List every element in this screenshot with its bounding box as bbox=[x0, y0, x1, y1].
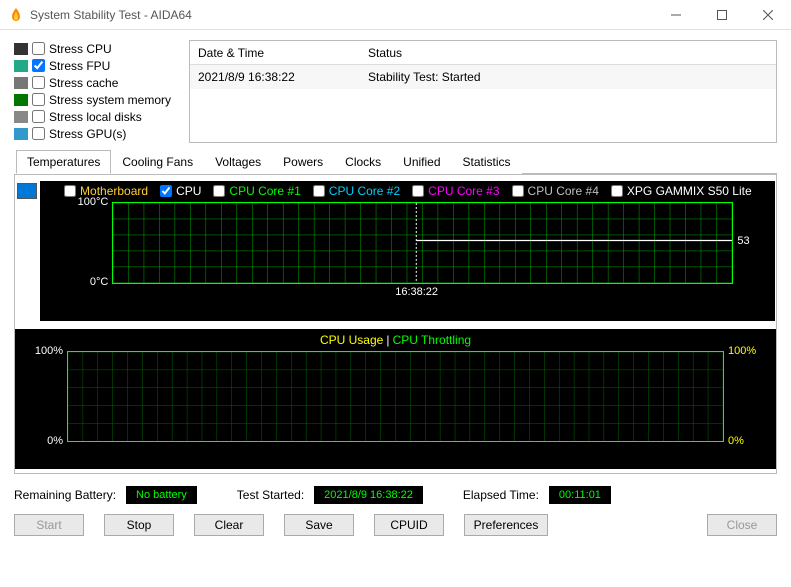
stress-row: Stress CPU bbox=[14, 40, 179, 57]
hw-icon bbox=[14, 60, 28, 72]
stress-label: Stress cache bbox=[49, 76, 118, 90]
usage-rlabel-top: 100% bbox=[728, 345, 756, 357]
cpuid-button[interactable]: CPUID bbox=[374, 514, 444, 536]
stress-checkbox[interactable] bbox=[32, 76, 45, 89]
close-button[interactable] bbox=[745, 0, 791, 30]
legend-checkbox[interactable] bbox=[611, 185, 623, 197]
legend-checkbox[interactable] bbox=[512, 185, 524, 197]
legend-checkbox[interactable] bbox=[213, 185, 225, 197]
tab-bar: TemperaturesCooling FansVoltagesPowersCl… bbox=[16, 149, 777, 174]
legend-label: XPG GAMMIX S50 Lite bbox=[627, 184, 752, 198]
event-log: Date & Time Status 2021/8/9 16:38:22 Sta… bbox=[189, 40, 777, 143]
stress-checkbox[interactable] bbox=[32, 59, 45, 72]
legend-item: XPG GAMMIX S50 Lite bbox=[611, 184, 752, 198]
log-header-datetime: Date & Time bbox=[190, 46, 360, 60]
stress-row: Stress FPU bbox=[14, 57, 179, 74]
battery-label: Remaining Battery: bbox=[14, 488, 116, 502]
tab-statistics[interactable]: Statistics bbox=[452, 150, 522, 174]
usage-rlabel-bottom: 0% bbox=[728, 435, 744, 447]
legend-label: CPU bbox=[176, 184, 201, 198]
stress-label: Stress local disks bbox=[49, 110, 142, 124]
tab-clocks[interactable]: Clocks bbox=[334, 150, 392, 174]
stress-checkbox[interactable] bbox=[32, 110, 45, 123]
maximize-button[interactable] bbox=[699, 0, 745, 30]
close-dialog-button[interactable]: Close bbox=[707, 514, 777, 536]
temp-ylabel-bottom: 0°C bbox=[90, 276, 108, 288]
preferences-button[interactable]: Preferences bbox=[464, 514, 548, 536]
hw-icon bbox=[14, 111, 28, 123]
usage-title-sep: | bbox=[386, 333, 389, 347]
window-title: System Stability Test - AIDA64 bbox=[30, 8, 653, 22]
usage-ylabel-bottom: 0% bbox=[47, 435, 63, 447]
temp-grid bbox=[112, 202, 733, 284]
legend-label: CPU Core #4 bbox=[528, 184, 599, 198]
save-button[interactable]: Save bbox=[284, 514, 354, 536]
started-label: Test Started: bbox=[237, 488, 304, 502]
stress-row: Stress system memory bbox=[14, 91, 179, 108]
stress-label: Stress CPU bbox=[49, 42, 112, 56]
usage-title-throttling: CPU Throttling bbox=[393, 333, 471, 347]
titlebar: System Stability Test - AIDA64 bbox=[0, 0, 791, 30]
log-header-status: Status bbox=[360, 46, 776, 60]
stress-row: Stress local disks bbox=[14, 108, 179, 125]
tab-powers[interactable]: Powers bbox=[272, 150, 334, 174]
legend-checkbox[interactable] bbox=[412, 185, 424, 197]
stress-checkbox[interactable] bbox=[32, 42, 45, 55]
log-cell-status: Stability Test: Started bbox=[360, 70, 776, 84]
legend-checkbox[interactable] bbox=[160, 185, 172, 197]
tab-temperatures[interactable]: Temperatures bbox=[16, 150, 111, 174]
usage-chart: CPU Usage | CPU Throttling 100% 0% 100% … bbox=[15, 329, 776, 469]
elapsed-value: 00:11:01 bbox=[549, 486, 611, 504]
stress-row: Stress cache bbox=[14, 74, 179, 91]
stop-button[interactable]: Stop bbox=[104, 514, 174, 536]
temperature-chart: MotherboardCPUCPU Core #1CPU Core #2CPU … bbox=[40, 181, 775, 321]
app-icon bbox=[8, 7, 24, 23]
legend-label: CPU Core #3 bbox=[428, 184, 499, 198]
legend-item: CPU bbox=[160, 184, 201, 198]
stress-checkbox[interactable] bbox=[32, 93, 45, 106]
log-row: 2021/8/9 16:38:22 Stability Test: Starte… bbox=[190, 65, 776, 89]
temp-xlabel: 16:38:22 bbox=[395, 286, 438, 298]
stress-label: Stress FPU bbox=[49, 59, 110, 73]
legend-item: CPU Core #1 bbox=[213, 184, 300, 198]
legend-label: CPU Core #1 bbox=[229, 184, 300, 198]
sensor-thumbnail[interactable] bbox=[17, 183, 37, 199]
usage-grid bbox=[67, 351, 724, 442]
battery-value: No battery bbox=[126, 486, 197, 504]
start-button[interactable]: Start bbox=[14, 514, 84, 536]
clear-button[interactable]: Clear bbox=[194, 514, 264, 536]
legend-label: CPU Core #2 bbox=[329, 184, 400, 198]
hw-icon bbox=[14, 128, 28, 140]
tab-voltages[interactable]: Voltages bbox=[204, 150, 272, 174]
started-value: 2021/8/9 16:38:22 bbox=[314, 486, 423, 504]
usage-ylabel-top: 100% bbox=[35, 345, 63, 357]
stress-label: Stress system memory bbox=[49, 93, 171, 107]
temp-reading: 53 bbox=[737, 235, 749, 247]
legend-item: CPU Core #2 bbox=[313, 184, 400, 198]
legend-item: CPU Core #3 bbox=[412, 184, 499, 198]
stress-options: Stress CPU Stress FPU Stress cache Stress s… bbox=[14, 40, 179, 143]
stress-checkbox[interactable] bbox=[32, 127, 45, 140]
elapsed-label: Elapsed Time: bbox=[463, 488, 539, 502]
stress-row: Stress GPU(s) bbox=[14, 125, 179, 142]
tab-unified[interactable]: Unified bbox=[392, 150, 451, 174]
usage-title-usage: CPU Usage bbox=[320, 333, 383, 347]
stress-label: Stress GPU(s) bbox=[49, 127, 126, 141]
hw-icon bbox=[14, 94, 28, 106]
legend-checkbox[interactable] bbox=[64, 185, 76, 197]
log-cell-datetime: 2021/8/9 16:38:22 bbox=[190, 70, 360, 84]
hw-icon bbox=[14, 77, 28, 89]
minimize-button[interactable] bbox=[653, 0, 699, 30]
temp-ylabel-top: 100°C bbox=[78, 196, 109, 208]
legend-item: CPU Core #4 bbox=[512, 184, 599, 198]
legend-checkbox[interactable] bbox=[313, 185, 325, 197]
tab-cooling-fans[interactable]: Cooling Fans bbox=[111, 150, 204, 174]
hw-icon bbox=[14, 43, 28, 55]
